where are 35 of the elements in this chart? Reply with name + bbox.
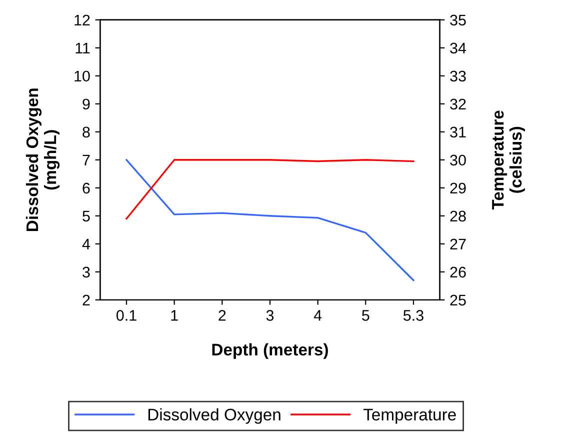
x-tick-label: 3 [266,310,274,321]
x-tick-label: 5 [362,310,370,321]
y2-tick-label: 26 [450,266,466,278]
line-series [126,159,414,282]
y2-tick-label: 33 [450,70,466,82]
y-tick-label: 6 [82,182,90,194]
y2-tick-label: 29 [450,182,466,194]
x-tick-label: 1 [171,310,178,321]
y-tick-label: 4 [82,238,90,250]
y2-axis-title: Temperature (celsius) [492,110,525,210]
y2-tick-label: 34 [450,42,466,54]
y-tick-label: 5 [82,210,90,222]
y2-tick-label: 35 [450,14,466,26]
y-tick-label: 2 [82,294,90,306]
y2-tick-label: 32 [450,98,466,110]
y-tick-label: 10 [74,70,90,82]
y-tick-label: 3 [82,266,90,278]
y-tick-label: 12 [74,14,90,26]
y2-tick-label: 30 [450,154,466,166]
y2-tick-label: 28 [450,210,466,222]
x-tick-label: 2 [218,310,226,321]
x-axis-title: Depth (meters) [212,343,328,359]
x-tick-label: 4 [314,310,322,321]
legend-label: Temperature [363,408,456,424]
y-axis-title: Dissolved Oxygen (mgh/L) [26,88,60,231]
legend-label: Dissolved Oxygen [148,408,280,424]
y-tick-label: 9 [82,98,90,110]
y2-tick-label: 27 [450,238,466,250]
y-tick-label: 11 [76,42,90,54]
x-tick-label: 0.1 [116,310,136,321]
x-tick-label: 5.3 [403,310,424,321]
y-tick-label: 7 [82,154,90,166]
y2-tick-label: 31 [450,126,466,138]
y2-tick-label: 25 [450,294,466,306]
y-tick-label: 8 [82,126,90,138]
